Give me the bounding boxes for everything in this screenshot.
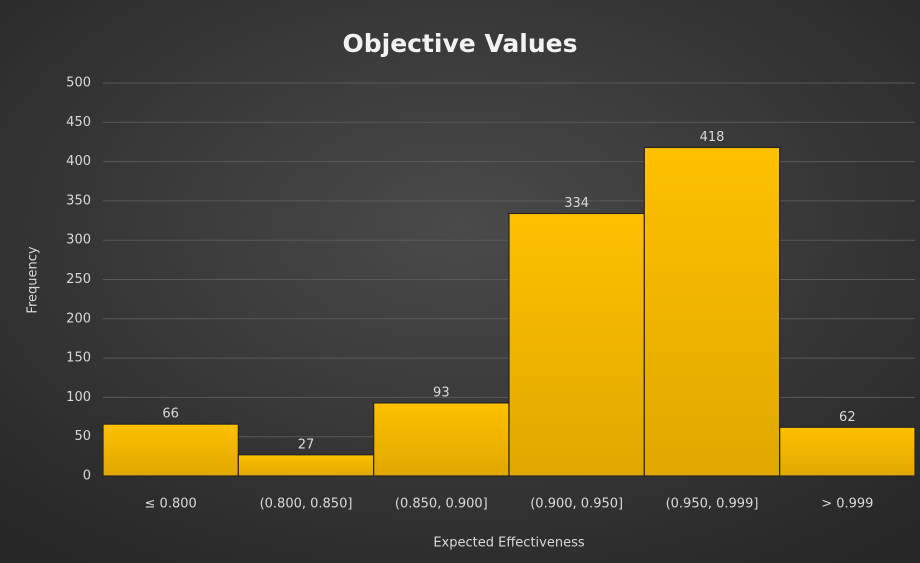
x-tick-label: (0.950, 0.999] [666, 497, 759, 512]
y-tick-label: 450 [66, 115, 91, 130]
y-axis-title: Frequency [26, 246, 41, 313]
y-tick-label: 400 [66, 154, 91, 169]
x-tick-label: (0.900, 0.950] [530, 497, 623, 512]
y-tick-label: 50 [74, 429, 91, 444]
x-tick-label: (0.800, 0.850] [260, 497, 353, 512]
x-tick-label: (0.850, 0.900] [395, 497, 488, 512]
y-tick-label: 0 [83, 469, 91, 484]
bar [779, 426, 916, 477]
data-label: 93 [433, 385, 450, 400]
y-tick-label: 150 [66, 351, 91, 366]
y-tick-label: 300 [66, 233, 91, 248]
data-label: 334 [564, 196, 589, 211]
data-label: 27 [298, 437, 315, 452]
x-tick-label: > 0.999 [821, 497, 873, 512]
data-label: 418 [700, 130, 725, 145]
data-label: 66 [162, 407, 179, 422]
bar [508, 212, 645, 477]
y-tick-label: 200 [66, 311, 91, 326]
data-label: 62 [839, 410, 856, 425]
chart-title: Objective Values [342, 29, 577, 58]
bar [237, 454, 375, 477]
y-tick-label: 250 [66, 272, 91, 287]
y-tick-label: 500 [66, 76, 91, 91]
x-axis-title: Expected Effectiveness [433, 536, 585, 551]
bar [373, 402, 510, 477]
y-tick-label: 100 [66, 390, 91, 405]
bar [102, 423, 239, 477]
bar [643, 146, 781, 477]
y-tick-label: 350 [66, 193, 91, 208]
x-tick-label: ≤ 0.800 [145, 497, 197, 512]
